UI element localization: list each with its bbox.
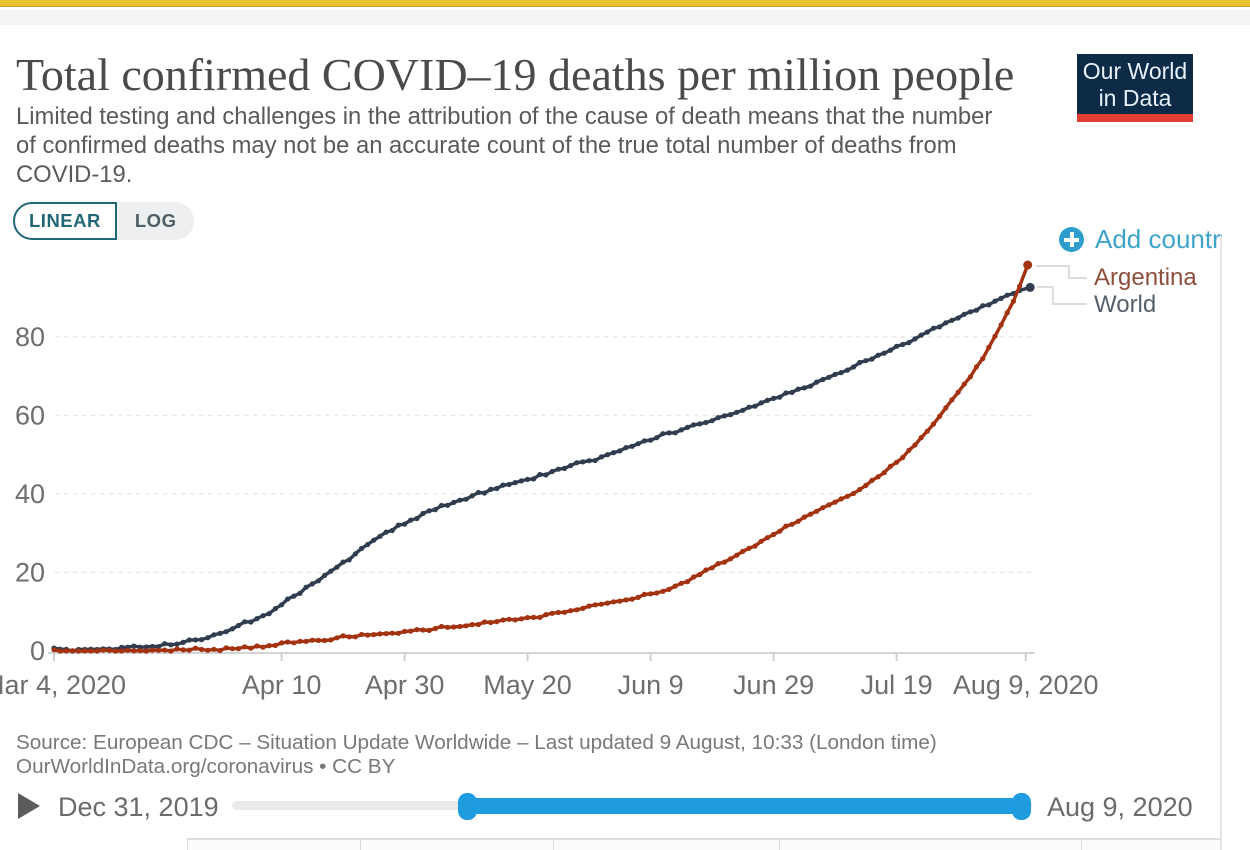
svg-text:Apr 30: Apr 30 xyxy=(365,670,445,700)
svg-text:Mar 4, 2020: Mar 4, 2020 xyxy=(0,670,126,700)
svg-text:Argentina: Argentina xyxy=(1094,264,1197,291)
svg-text:Aug 9, 2020: Aug 9, 2020 xyxy=(953,670,1099,700)
svg-text:Jun 9: Jun 9 xyxy=(618,670,684,700)
svg-text:May 20: May 20 xyxy=(483,670,572,700)
svg-text:80: 80 xyxy=(15,322,45,352)
svg-text:40: 40 xyxy=(15,479,45,509)
svg-text:0: 0 xyxy=(30,636,45,666)
svg-text:60: 60 xyxy=(15,400,45,430)
svg-text:Jul 19: Jul 19 xyxy=(861,670,933,700)
svg-text:World: World xyxy=(1094,291,1156,318)
svg-text:20: 20 xyxy=(15,558,45,588)
svg-text:Apr 10: Apr 10 xyxy=(242,670,322,700)
svg-text:Jun 29: Jun 29 xyxy=(733,670,814,700)
